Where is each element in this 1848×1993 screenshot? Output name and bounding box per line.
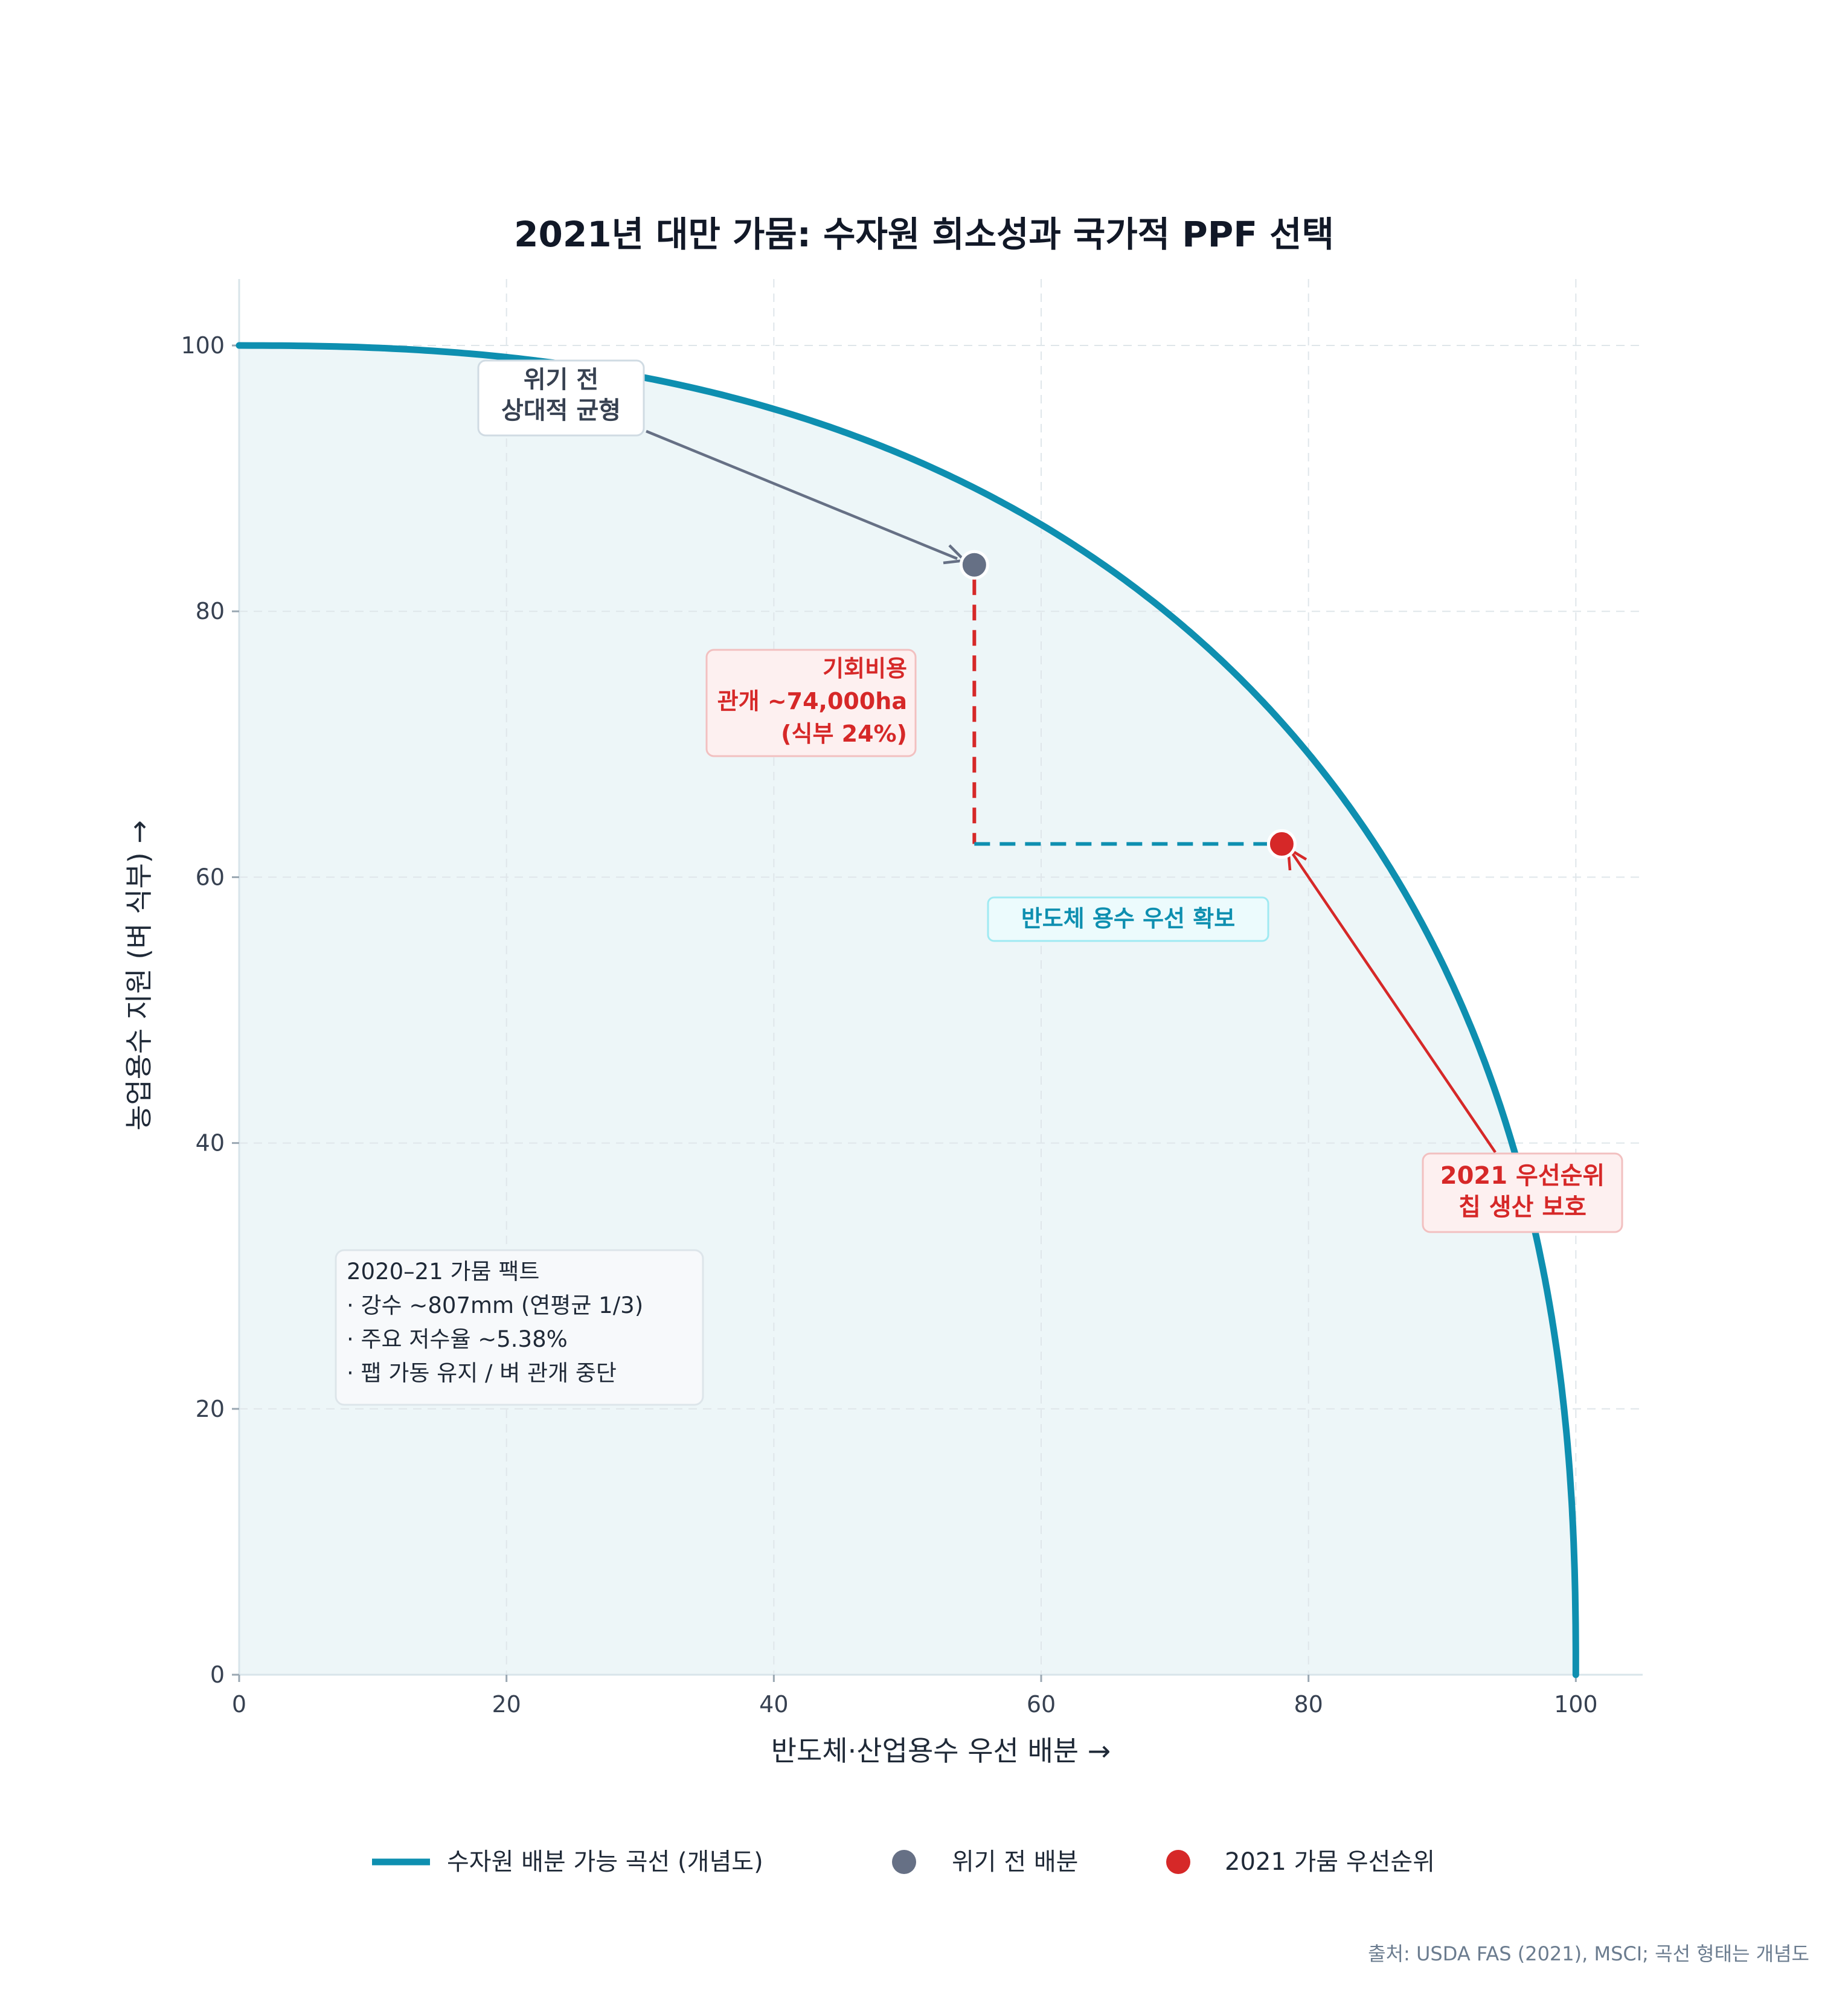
x-tick-label: 40	[759, 1691, 788, 1718]
opportunity-cost-line1: 기회비용	[823, 655, 907, 682]
opportunity-cost-box	[705, 649, 917, 757]
y-tick-label: 0	[210, 1661, 225, 1688]
x-axis-ticks: 0 20 40 60 80 100	[232, 1675, 1598, 1718]
semiconductor-label-box	[987, 896, 1269, 942]
feasible-region	[239, 345, 1576, 1675]
pre-crisis-arrow	[646, 429, 958, 560]
priority-2021-line2: 칩 생산 보호	[1458, 1193, 1587, 1221]
semiconductor-label: 반도체 용수 우선 확보	[1021, 905, 1235, 932]
facts-line2: · 강수 ~807mm (연평균 1/3)	[347, 1292, 643, 1318]
legend: 수자원 배분 가능 곡선 (개념도) 위기 전 배분 2021 가뭄 우선순위	[372, 1848, 1435, 1876]
facts-line1: 2020–21 가뭄 팩트	[347, 1259, 539, 1285]
ppf-curve	[236, 342, 1579, 1678]
x-tick-label: 60	[1027, 1691, 1056, 1718]
pre-crisis-point	[959, 550, 989, 580]
y-tick-label: 60	[196, 864, 225, 890]
source-note: 출처: USDA FAS (2021), MSCI; 곡선 형태는 개념도	[1368, 1942, 1809, 1965]
legend-pre-crisis-label: 위기 전 배분	[952, 1848, 1078, 1876]
chart-title: 2021년 대만 가뭄: 수자원 희소성과 국가적 PPF 선택	[514, 214, 1334, 255]
x-tick-label: 100	[1554, 1691, 1598, 1718]
facts-box	[335, 1249, 704, 1406]
priority-2021-point	[1266, 829, 1297, 859]
priority-2021-arrow	[1291, 852, 1497, 1154]
opportunity-cost-line2: 관개 ~74,000ha	[717, 688, 907, 714]
facts-line4: · 팹 가동 유지 / 벼 관개 중단	[347, 1360, 617, 1386]
legend-pre-crisis-swatch	[892, 1850, 916, 1874]
priority-2021-line1: 2021 우선순위	[1440, 1162, 1605, 1190]
pre-crisis-label-box	[477, 359, 645, 437]
pre-crisis-label-line2: 상대적 균형	[501, 397, 621, 425]
facts-line3: · 주요 저수율 ~5.38%	[347, 1326, 568, 1352]
y-axis-ticks: 0 20 40 60 80 100	[181, 332, 239, 1688]
x-tick-label: 20	[492, 1691, 521, 1718]
x-tick-label: 80	[1294, 1691, 1323, 1718]
legend-2021-swatch	[1166, 1850, 1190, 1874]
x-axis-label: 반도체·산업용수 우선 배분 →	[771, 1735, 1111, 1767]
opportunity-cost-line3: (식부 24%)	[781, 720, 907, 747]
legend-2021-label: 2021 가뭄 우선순위	[1225, 1848, 1435, 1876]
y-tick-label: 80	[196, 598, 225, 624]
legend-curve-label: 수자원 배분 가능 곡선 (개념도)	[447, 1848, 763, 1876]
y-axis-label: 농업용수 지원 (벼 식부) →	[123, 820, 155, 1131]
y-tick-label: 20	[196, 1396, 225, 1422]
x-tick-label: 0	[232, 1691, 246, 1718]
priority-2021-box	[1422, 1152, 1623, 1233]
pre-crisis-label-line1: 위기 전	[524, 366, 598, 394]
y-tick-label: 100	[181, 332, 225, 359]
y-tick-label: 40	[196, 1130, 225, 1157]
